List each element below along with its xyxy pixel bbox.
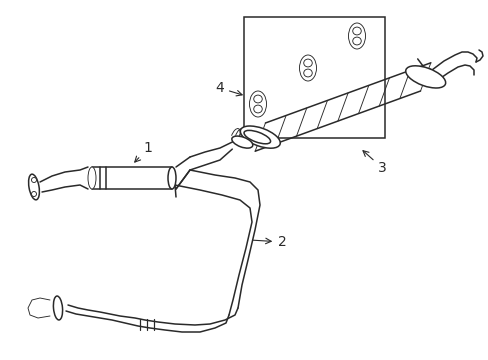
Ellipse shape: [352, 27, 361, 35]
Text: 1: 1: [135, 141, 152, 162]
Ellipse shape: [31, 192, 37, 197]
Text: 4: 4: [215, 81, 242, 96]
Ellipse shape: [253, 95, 262, 103]
Ellipse shape: [31, 177, 37, 183]
Text: 2: 2: [252, 235, 286, 249]
Ellipse shape: [168, 167, 176, 189]
Ellipse shape: [352, 37, 361, 45]
Ellipse shape: [231, 136, 252, 148]
Ellipse shape: [249, 91, 266, 117]
Ellipse shape: [244, 130, 270, 144]
Text: 3: 3: [362, 151, 386, 175]
Ellipse shape: [299, 55, 316, 81]
Ellipse shape: [303, 59, 312, 67]
Ellipse shape: [405, 66, 445, 88]
Ellipse shape: [88, 167, 96, 189]
Ellipse shape: [28, 174, 40, 200]
Bar: [244, 17, 384, 138]
Ellipse shape: [53, 296, 62, 320]
Ellipse shape: [303, 69, 312, 77]
Ellipse shape: [240, 126, 280, 148]
Ellipse shape: [253, 105, 262, 113]
Ellipse shape: [348, 23, 365, 49]
